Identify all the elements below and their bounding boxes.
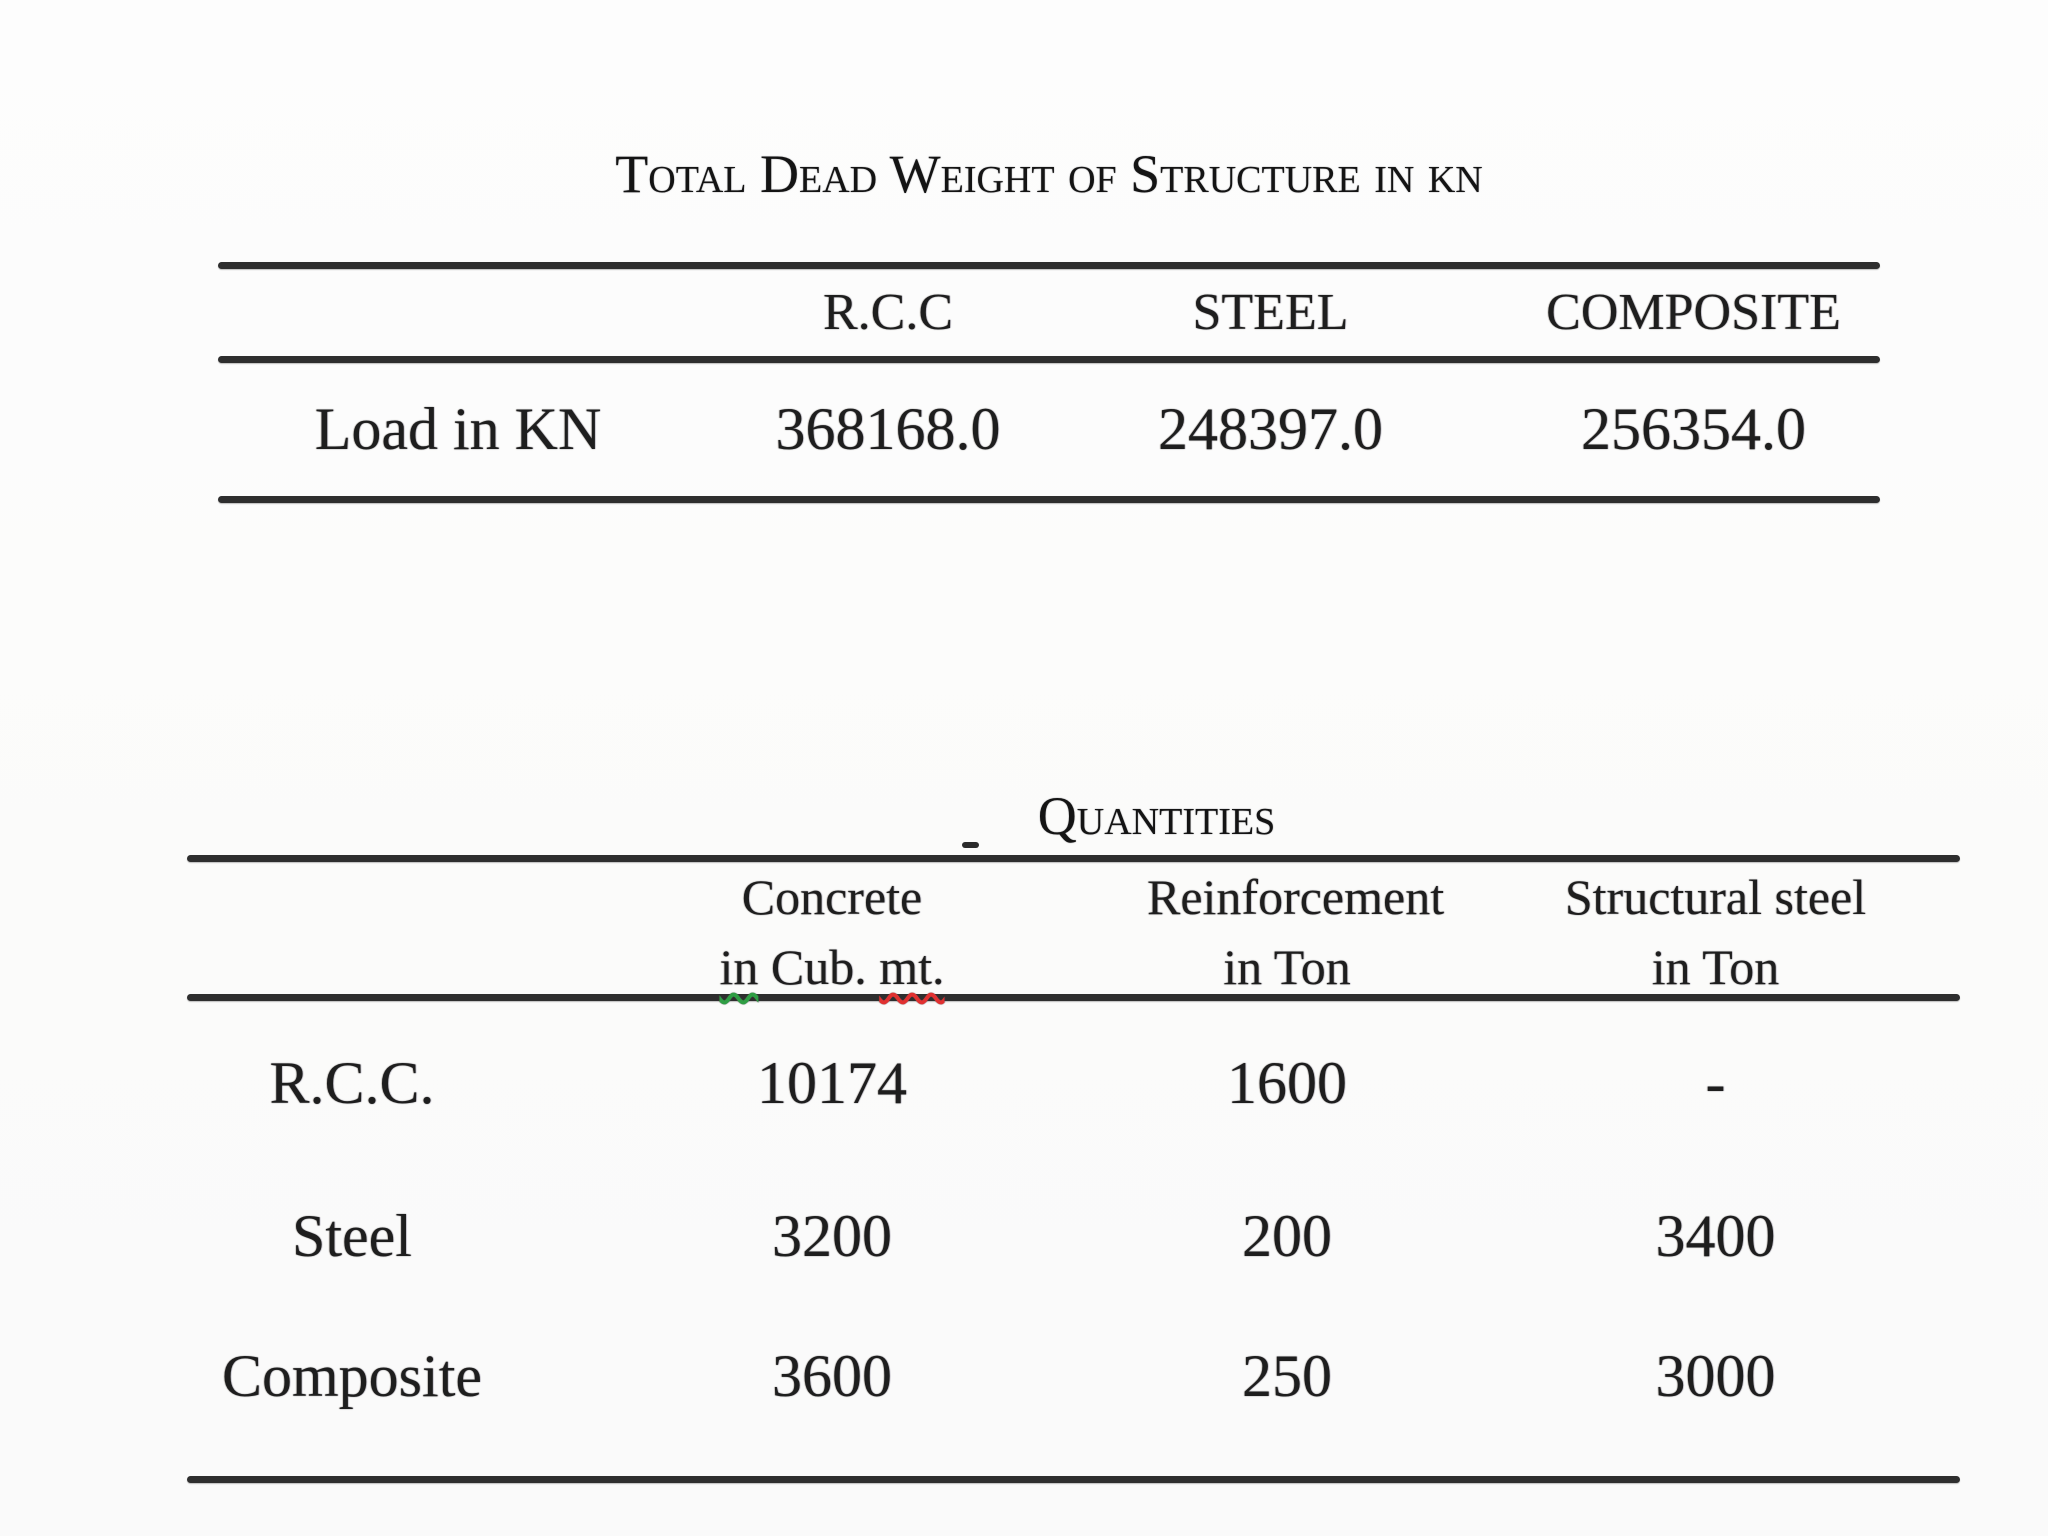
stray-dash-mark [962,842,979,848]
header-concrete-line2-mid: Cub. [758,939,880,995]
row-label-composite: Composite [221,1342,482,1409]
header-reinforcement-line1: Reinforcement [1147,869,1445,925]
steel-reinforcement-value: 200 [1242,1202,1332,1269]
quantities-table-bottom-rule [187,1476,1960,1483]
quantities-table-top-rule [187,855,1960,862]
composite-structural-steel-value: 3000 [1655,1342,1776,1409]
dead-weight-header-row: R.C.C STEEL COMPOSITE [218,269,1880,356]
rcc-concrete-value: 10174 [757,1050,907,1116]
dead-weight-table-mid-rule [218,356,1880,363]
table-row-steel: Steel 3200 200 3400 [187,1166,1960,1306]
header-cell-steel: STEEL [1192,284,1349,341]
quantities-table-title: Quantities [1037,786,1276,846]
quantities-table-mid-rule [187,994,1960,1001]
header-structural-steel-line2: in Ton [1651,939,1780,995]
composite-reinforcement-value: 250 [1242,1342,1332,1409]
dead-weight-table: R.C.C STEEL COMPOSITE Load in KN 368168.… [218,262,1880,503]
load-row-label: Load in KN [314,396,602,462]
load-value-steel: 248397.0 [1158,396,1383,462]
load-value-composite: 256354.0 [1581,396,1806,462]
header-concrete-line1: Concrete [741,869,923,925]
row-label-steel: Steel [292,1202,412,1269]
steel-concrete-value: 3200 [772,1202,892,1269]
row-label-rcc: R.C.C. [269,1050,435,1116]
steel-structural-steel-value: 3400 [1655,1202,1776,1269]
rcc-structural-steel-value: - [1705,1050,1726,1116]
header-cell-structural-steel: Structural steel in Ton [1449,862,1982,1002]
header-cell-reinforcement: Reinforcement in Ton [1147,862,1445,1002]
header-concrete-line2: in Cub. mt. [517,932,1147,1002]
bottom-spacer [187,1446,1960,1476]
table-row-composite: Composite 3600 250 3000 [187,1306,1960,1446]
quantities-table: Concrete in Cub. mt. Reinforcement in To… [187,855,1960,1483]
load-row: Load in KN 368168.0 248397.0 256354.0 [218,363,1880,496]
composite-concrete-value: 3600 [772,1342,892,1409]
dead-weight-table-top-rule [218,262,1880,269]
squiggle-green-word: in [719,939,759,995]
load-value-rcc: 368168.0 [775,396,1001,462]
header-cell-concrete: Concrete in Cub. mt. [517,862,1147,1002]
table-row-rcc: R.C.C. 10174 1600 - [187,1001,1960,1166]
dead-weight-table-bottom-rule [218,496,1880,503]
squiggle-red-word: mt. [879,939,945,995]
dead-weight-table-title: Total Dead Weight of Structure in kn [615,144,1483,204]
header-cell-composite: COMPOSITE [1546,284,1841,341]
quantities-header-row: Concrete in Cub. mt. Reinforcement in To… [187,862,1960,995]
header-reinforcement-line2: in Ton [1223,939,1351,995]
rcc-reinforcement-value: 1600 [1227,1050,1347,1116]
header-cell-rcc: R.C.C [822,284,954,341]
header-structural-steel-line1: Structural steel [1564,869,1867,925]
